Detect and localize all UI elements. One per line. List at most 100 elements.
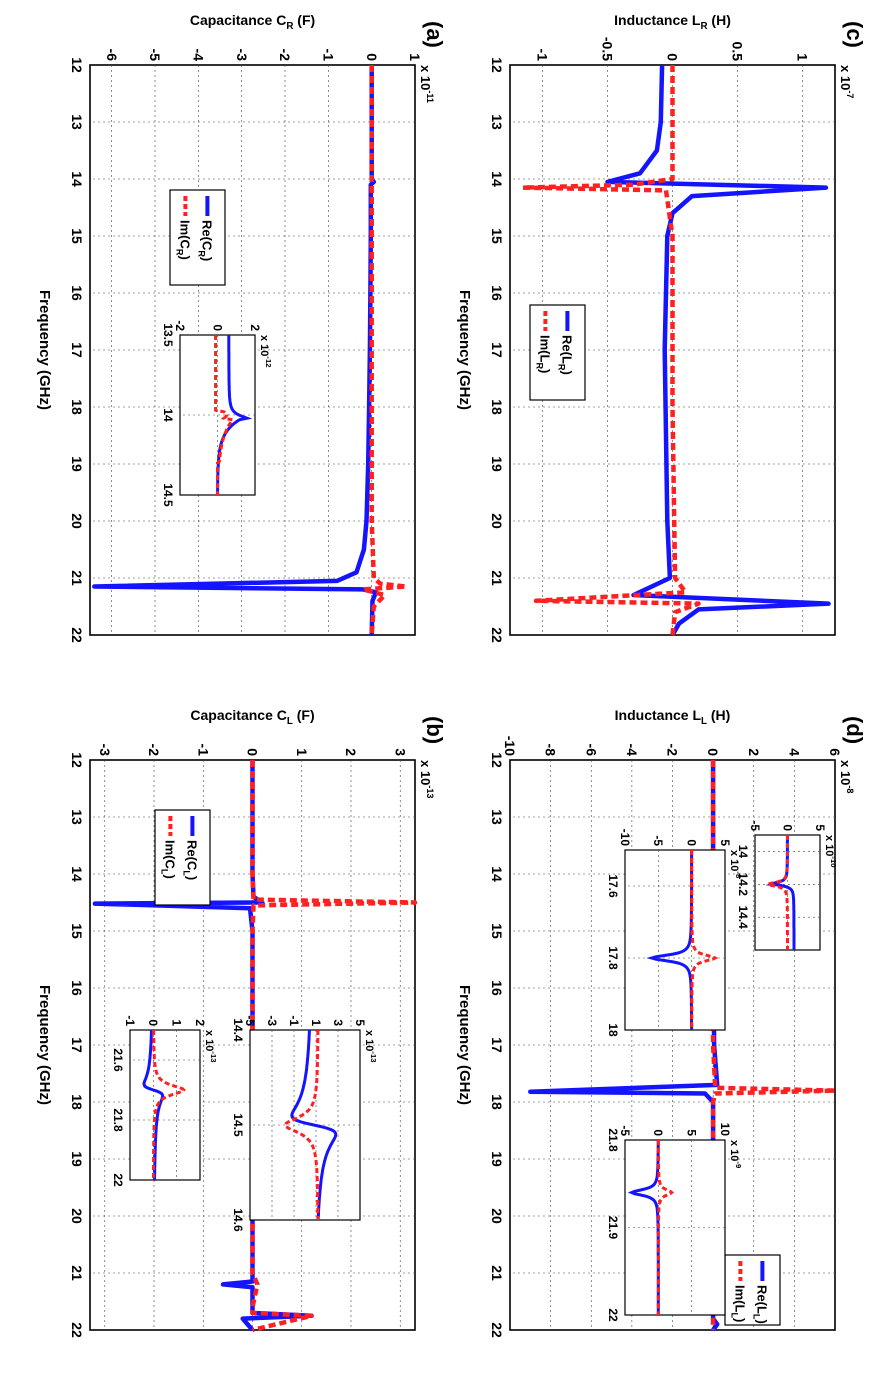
y-axis-title-d: Inductance LL (H)	[615, 707, 731, 727]
b-legend-re-label: Re(CL)	[182, 840, 200, 880]
y-axis-title-c: Inductance LR (H)	[614, 12, 731, 32]
d-inset3-y-tick-label: 0	[651, 1129, 665, 1136]
a-x-tick-label: 20	[69, 513, 85, 529]
a-x-tick-label: 22	[69, 627, 85, 643]
d-inset3-x-tick-label: 22	[606, 1308, 620, 1322]
b-y-tick-label: -3	[97, 744, 113, 757]
c-x-tick-label: 22	[489, 627, 505, 643]
y-axis-title-b: Capacitance CL (F)	[190, 707, 314, 727]
a-inset-x-tick-label: 13.5	[161, 323, 175, 347]
d-y-tick-label: -10	[502, 736, 518, 756]
b-x-tick-label: 13	[69, 809, 85, 825]
a-inset-y-tick-label: -2	[173, 320, 187, 331]
b-inset2-series-im-line	[152, 1030, 186, 1180]
b-x-tick-label: 20	[69, 1208, 85, 1224]
d-x-tick-label: 16	[489, 980, 505, 996]
d-inset2-x-tick-label: 17.8	[606, 946, 620, 970]
d-x-tick-label: 13	[489, 809, 505, 825]
c-x-tick-label: 18	[489, 399, 505, 415]
b-inset1-x-tick-label: 14.5	[231, 1113, 245, 1137]
d-x-tick-label: 19	[489, 1151, 505, 1167]
b-y-tick-label: 0	[245, 748, 261, 756]
d-y-tick-label: 2	[746, 748, 762, 756]
b-inset1-y-tick-label: 3	[331, 1019, 345, 1026]
y-axis-title-a: Capacitance CR (F)	[190, 12, 315, 32]
b-inset1-y-tick-label: 5	[353, 1019, 367, 1026]
b-inset2-y-tick-label: 2	[193, 1019, 207, 1026]
b-x-tick-label: 14	[69, 866, 85, 882]
b-inset1-y-tick-label: 1	[309, 1019, 323, 1026]
d-inset3-y-tick-label: -5	[618, 1125, 632, 1136]
b-y-tick-label: 1	[294, 748, 310, 756]
d-inset2-y-tick-label: -10	[618, 829, 632, 847]
d-x-tick-label: 22	[489, 1322, 505, 1338]
d-legend-im-label: Im(LL)	[730, 1285, 748, 1322]
a-series-im-line	[360, 65, 409, 636]
a-y-tick-label: 0	[364, 53, 380, 61]
d-inset1-x-tick-label: 14.4	[736, 905, 750, 929]
c-y-tick-label: 1	[795, 53, 811, 61]
b-x-tick-label: 18	[69, 1094, 85, 1110]
b-inset2-y-tick-label: 0	[146, 1019, 160, 1026]
panel-label-c: (c)	[842, 21, 867, 48]
d-inset3-y-tick-label: 10	[718, 1123, 732, 1137]
a-x-tick-label: 12	[69, 57, 85, 73]
d-inset1-y-tick-label: 5	[813, 824, 827, 831]
a-legend-re-label: Re(CR)	[197, 220, 215, 261]
d-inset1-x-tick-label: 14	[736, 845, 750, 859]
b-legend-im-label: Im(CL)	[160, 840, 178, 879]
b-x-tick-label: 12	[69, 752, 85, 768]
b-x-tick-label: 15	[69, 923, 85, 939]
d-inset1-series-im-line	[764, 834, 789, 950]
a-y-tick-label: -2	[277, 49, 293, 62]
c-y-tick-label: 0	[665, 53, 681, 61]
c-series-im-line	[520, 65, 701, 636]
d-y-tick-label: 0	[705, 748, 721, 756]
b-inset2-y-tick-label: 1	[169, 1019, 183, 1026]
a-inset-y-tick-label: 0	[210, 324, 224, 331]
panel-label-a: (a)	[422, 21, 447, 48]
d-x-tick-label: 20	[489, 1208, 505, 1224]
panel-b: (b)Capacitance CL (F)Frequency (GHz)1213…	[36, 707, 447, 1338]
b-y-tick-label: -2	[146, 744, 162, 757]
a-x-tick-label: 16	[69, 285, 85, 301]
d-inset1-y-tick-label: 0	[780, 824, 794, 831]
d-inset3-y-tick-label: 5	[684, 1129, 698, 1136]
y-axis-label: Inductance LL (H)	[615, 707, 731, 727]
d-series-im-line	[710, 760, 838, 1330]
a-y-tick-label: -6	[104, 49, 120, 62]
y-axis-label: Capacitance CL (F)	[190, 707, 314, 727]
c-x-tick-label: 19	[489, 456, 505, 472]
x-axis-label-c: Frequency (GHz)	[456, 290, 473, 410]
b-inset1-x-tick-label: 14.4	[231, 1018, 245, 1042]
d-y-tick-label: -8	[543, 744, 559, 757]
d-legend-re-label: Re(LL)	[752, 1285, 770, 1324]
d-x-tick-label: 15	[489, 923, 505, 939]
c-x-tick-label: 12	[489, 57, 505, 73]
b-inset1-y-tick-label: -1	[287, 1015, 301, 1026]
d-y-tick-label: 6	[827, 748, 843, 756]
a-legend-im-label: Im(CR)	[175, 220, 193, 260]
b-x-tick-label: 16	[69, 980, 85, 996]
d-x-tick-label: 18	[489, 1094, 505, 1110]
panel-a: (a) Capacitance CR (F) Frequency (GHz) 12 13…	[36, 12, 447, 643]
c-x-tick-label: 17	[489, 342, 505, 358]
b-inset1-x-tick-label: 14.6	[231, 1208, 245, 1232]
d-inset3-exponent-label: x 10-9	[728, 1140, 743, 1168]
d-x-tick-label: 12	[489, 752, 505, 768]
d-y-tick-label: 4	[786, 748, 802, 756]
d-inset1-exponent-label: x 10-10	[823, 835, 838, 868]
b-inset2-x-tick-label: 22	[111, 1173, 125, 1187]
d-x-tick-label: 17	[489, 1037, 505, 1053]
d-inset3-series-im-line	[656, 1140, 675, 1315]
c-x-tick-label: 13	[489, 114, 505, 130]
d-inset2-x-tick-label: 18	[606, 1023, 620, 1037]
d-x-tick-label: 21	[489, 1265, 505, 1281]
a-y-tick-label: -3	[234, 49, 250, 62]
b-series-im-line	[250, 760, 418, 1333]
b-y-tick-label: 3	[392, 748, 408, 756]
b-inset1-y-tick-label: -3	[265, 1015, 279, 1026]
x-axis-label-a: Frequency (GHz)	[36, 290, 53, 410]
y-axis-label: Capacitance CR (F)	[190, 12, 315, 32]
c-x-tick-label: 14	[489, 171, 505, 187]
